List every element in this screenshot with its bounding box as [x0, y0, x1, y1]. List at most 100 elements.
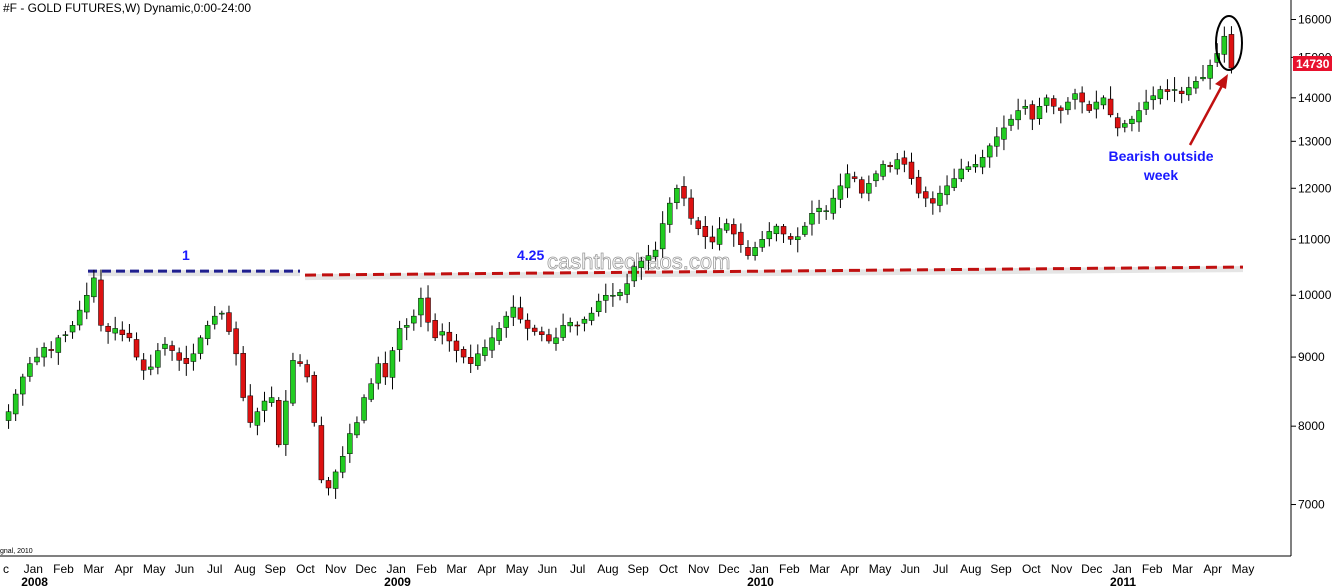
candle-body-up: [674, 188, 680, 203]
candle-body-up: [1143, 101, 1149, 110]
candle-body-up: [638, 260, 645, 268]
candle-body-up: [837, 185, 844, 200]
candle-body-down: [1029, 104, 1036, 120]
candle: [645, 244, 652, 271]
candle: [183, 345, 190, 376]
candle: [773, 223, 780, 242]
candle-body-up: [162, 343, 168, 349]
x-month-label: Mar: [809, 562, 830, 576]
x-year-label: 2009: [384, 575, 411, 588]
last-value-text: 14730: [1296, 57, 1330, 71]
candle: [226, 305, 232, 335]
candle: [290, 352, 296, 407]
candle: [1129, 115, 1135, 132]
candle: [1036, 97, 1043, 125]
candle-body-down: [98, 279, 104, 326]
x-month-label: May: [506, 562, 529, 576]
candle-body-up: [652, 249, 659, 258]
candle-body-down: [176, 352, 182, 361]
candle: [716, 217, 723, 251]
candle-body-down: [858, 179, 865, 194]
candle: [240, 346, 246, 402]
candle: [802, 222, 808, 237]
candle-body-up: [595, 300, 602, 313]
candle-body-up: [1136, 110, 1142, 123]
candle: [823, 205, 829, 220]
x-month-label: May: [1232, 562, 1255, 576]
candle-body-down: [1107, 98, 1114, 116]
candle: [1207, 59, 1213, 90]
candle-body-up: [979, 157, 986, 168]
candle: [275, 397, 282, 448]
callout-line-2: week: [1143, 167, 1178, 183]
candle: [482, 339, 488, 362]
candle-body-up: [944, 185, 950, 196]
candle: [84, 282, 90, 320]
candle: [446, 322, 453, 352]
candle-body-up: [794, 236, 801, 240]
candle-body-up: [723, 223, 730, 231]
candle-body-up: [503, 315, 509, 328]
candle-body-down: [681, 186, 687, 199]
candle-body-down: [851, 176, 858, 179]
candle: [1065, 97, 1071, 115]
x-month-label: Jan: [749, 562, 768, 576]
x-month-label: Aug: [960, 562, 981, 576]
candle-body-up: [1193, 81, 1199, 89]
x-month-label: Aug: [234, 562, 255, 576]
candle-body-up: [418, 297, 424, 316]
candle: [752, 241, 758, 261]
candle-body-up: [716, 228, 723, 245]
candle: [20, 373, 26, 406]
annotation-label-1: 1: [182, 247, 190, 263]
candle: [695, 216, 701, 236]
candle-body-down: [453, 340, 460, 351]
candle: [27, 356, 33, 382]
candle-body-down: [695, 220, 701, 230]
candle: [12, 389, 19, 422]
candle: [361, 394, 367, 424]
candle-body-down: [1058, 107, 1064, 111]
annotation-label-4-25: 4.25: [517, 247, 544, 263]
candle-body-up: [624, 283, 630, 295]
candle: [1107, 86, 1114, 118]
candle-body-up: [219, 312, 225, 315]
candle: [567, 317, 573, 333]
candle-body-down: [311, 375, 318, 423]
candle: [190, 343, 197, 371]
candle-body-up: [994, 136, 1000, 147]
candle-body-up: [1036, 106, 1043, 119]
candlesticks: [5, 26, 1235, 499]
candle: [105, 323, 111, 344]
callout-line-1: Bearish outside: [1108, 148, 1213, 164]
candle: [688, 189, 694, 225]
candle-body-up: [965, 166, 972, 170]
candle-body-up: [830, 197, 837, 214]
candle-body-down: [787, 236, 794, 240]
y-tick-label: 12000: [1298, 181, 1332, 195]
candle: [1086, 100, 1092, 114]
candle: [432, 313, 438, 341]
candle-body-up: [283, 400, 289, 445]
candle: [837, 173, 844, 209]
candle-body-up: [332, 471, 339, 489]
candle: [318, 416, 325, 484]
candle-body-down: [318, 425, 325, 481]
candle: [76, 300, 83, 331]
candle-body-up: [1100, 97, 1107, 106]
y-tick-label: 16000: [1298, 12, 1332, 26]
candle: [204, 320, 211, 346]
candle: [126, 323, 133, 342]
candle-body-up: [560, 325, 566, 338]
candle: [517, 296, 524, 324]
candle-body-up: [389, 350, 396, 378]
candle: [55, 334, 62, 365]
highlight-circle: [1215, 15, 1243, 71]
candle-body-down: [119, 329, 126, 335]
candle-body-down: [105, 325, 111, 332]
candle: [1136, 102, 1142, 132]
candle-body-up: [375, 363, 382, 384]
arrow-head: [1215, 74, 1228, 89]
candle-body-up: [1207, 64, 1213, 79]
candle: [1143, 89, 1149, 115]
